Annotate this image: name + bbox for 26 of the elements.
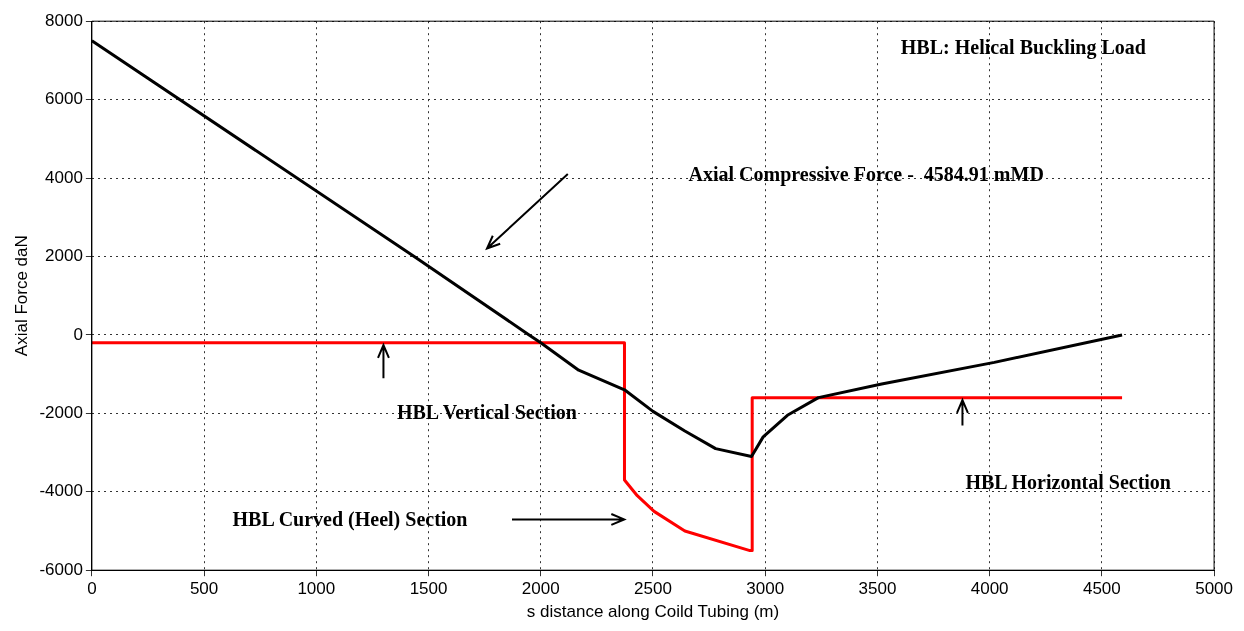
y-tick-label: -6000 (39, 559, 83, 579)
x-tick-label: 4500 (1082, 579, 1121, 599)
y-tick-label: -2000 (39, 403, 83, 423)
y-tick-label: 6000 (45, 89, 83, 109)
y-tick-label: 8000 (45, 10, 83, 30)
y-axis-title: Axial Force daN (11, 235, 31, 357)
y-tick-label: 2000 (45, 246, 83, 266)
annotation: HBL Horizontal Section (965, 471, 1171, 494)
x-tick-label: 1000 (297, 579, 336, 599)
x-tick-label: 4000 (970, 579, 1009, 599)
y-tick-label: 0 (73, 324, 83, 344)
annotation: Axial Compressive Force - 4584.91 mMD (688, 163, 1044, 187)
x-axis-title: s distance along Coild Tubing (m) (526, 602, 780, 622)
x-tick-label: 0 (87, 579, 97, 599)
y-tick-label: -4000 (39, 481, 83, 501)
y-tick-label: 4000 (45, 167, 83, 187)
x-tick-label: 5000 (1195, 579, 1233, 599)
x-tick-label: 2500 (634, 579, 672, 599)
x-tick-label: 500 (189, 579, 219, 599)
annotation: HBL Vertical Section (396, 400, 577, 423)
annotation: HBL: Helical Buckling Load (900, 35, 1146, 59)
x-tick-label: 2000 (521, 579, 560, 599)
x-tick-label: 3000 (746, 579, 785, 599)
x-tick-label: 3500 (858, 579, 897, 599)
x-tick-label: 1500 (409, 579, 448, 599)
annotation: HBL Curved (Heel) Section (232, 508, 468, 532)
